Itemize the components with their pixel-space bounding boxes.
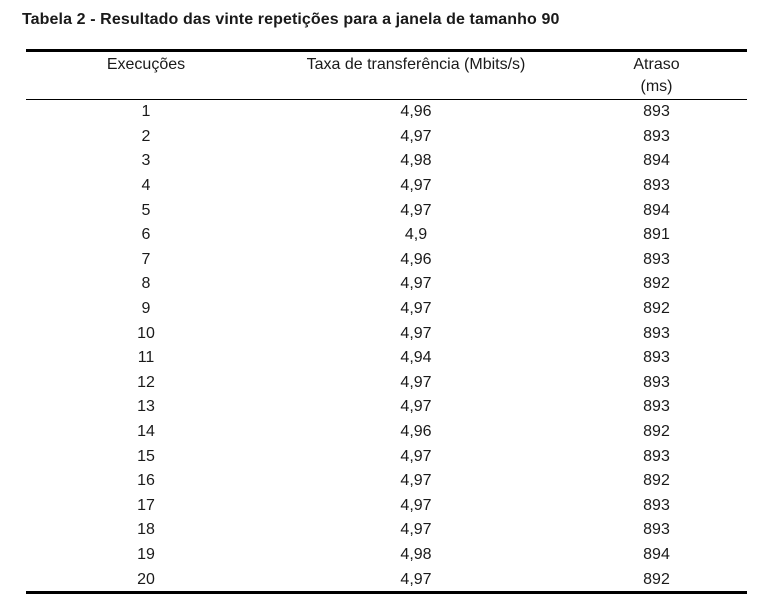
cell-taxa: 4,98 (400, 152, 432, 170)
cell-atraso: 893 (643, 398, 670, 416)
cell-atraso: 894 (643, 545, 670, 563)
cell-execucao: 11 (137, 349, 155, 367)
cell-execucao: 3 (141, 152, 151, 170)
table-row: 19 4,98 894 (26, 543, 747, 568)
table-row: 16 4,97 892 (26, 469, 747, 494)
cell-taxa: 4,97 (400, 570, 432, 588)
cell-taxa: 4,97 (400, 177, 432, 195)
cell-atraso: 892 (643, 472, 670, 490)
table-row: 4 4,97 893 (26, 174, 747, 199)
table-row: 18 4,97 893 (26, 518, 747, 543)
table-bottom-rule (26, 591, 747, 594)
cell-atraso: 893 (643, 324, 670, 342)
cell-execucao: 8 (141, 275, 151, 293)
table-top-rule (26, 49, 747, 52)
cell-taxa: 4,97 (400, 521, 432, 539)
cell-execucao: 10 (137, 324, 155, 342)
table-row: 2 4,97 893 (26, 125, 747, 150)
cell-execucao: 4 (141, 177, 151, 195)
cell-atraso: 893 (643, 521, 670, 539)
cell-execucao: 7 (141, 250, 151, 268)
cell-execucao: 6 (141, 226, 151, 244)
cell-taxa: 4,97 (400, 398, 432, 416)
cell-execucao: 18 (137, 521, 155, 539)
cell-atraso: 893 (643, 103, 670, 121)
cell-taxa: 4,97 (400, 496, 432, 514)
cell-atraso: 894 (643, 201, 670, 219)
cell-atraso: 893 (643, 177, 670, 195)
cell-taxa: 4,97 (400, 127, 432, 145)
cell-atraso: 892 (643, 300, 670, 318)
table-row: 8 4,97 892 (26, 272, 747, 297)
cell-taxa: 4,96 (400, 423, 432, 441)
table-row: 13 4,97 893 (26, 395, 747, 420)
table-row: 17 4,97 893 (26, 494, 747, 519)
cell-taxa: 4,97 (400, 472, 432, 490)
cell-atraso: 894 (643, 152, 670, 170)
cell-execucao: 16 (137, 472, 155, 490)
cell-execucao: 14 (137, 423, 155, 441)
table-row: 10 4,97 893 (26, 321, 747, 346)
table-caption: Tabela 2 - Resultado das vinte repetiçõe… (22, 11, 560, 28)
header-atraso: Atraso (ms) (566, 54, 747, 98)
cell-execucao: 5 (141, 201, 151, 219)
cell-taxa: 4,98 (400, 545, 432, 563)
cell-atraso: 892 (643, 423, 670, 441)
cell-execucao: 19 (137, 545, 155, 563)
cell-execucao: 2 (141, 127, 151, 145)
table-row: 3 4,98 894 (26, 149, 747, 174)
cell-taxa: 4,96 (400, 103, 432, 121)
cell-execucao: 9 (141, 300, 151, 318)
table-row: 12 4,97 893 (26, 371, 747, 396)
table-row: 14 4,96 892 (26, 420, 747, 445)
header-atraso-line2: (ms) (640, 78, 673, 95)
cell-taxa: 4,94 (400, 349, 432, 367)
cell-taxa: 4,9 (404, 226, 428, 244)
cell-taxa: 4,97 (400, 324, 432, 342)
table-row: 15 4,97 893 (26, 444, 747, 469)
cell-atraso: 893 (643, 496, 670, 514)
cell-taxa: 4,97 (400, 300, 432, 318)
table-row: 9 4,97 892 (26, 297, 747, 322)
cell-execucao: 12 (137, 373, 155, 391)
header-taxa: Taxa de transferência (Mbits/s) (306, 56, 526, 73)
header-atraso-line1: Atraso (633, 56, 680, 73)
cell-execucao: 20 (137, 570, 155, 588)
cell-taxa: 4,97 (400, 373, 432, 391)
cell-atraso: 893 (643, 373, 670, 391)
cell-execucao: 15 (137, 447, 155, 465)
cell-atraso: 893 (643, 250, 670, 268)
table-row: 5 4,97 894 (26, 198, 747, 223)
cell-execucao: 13 (137, 398, 155, 416)
cell-atraso: 893 (643, 447, 670, 465)
cell-execucao: 1 (141, 103, 151, 121)
table-row: 1 4,96 893 (26, 100, 747, 125)
header-execucoes: Execuções (106, 56, 186, 73)
cell-execucao: 17 (137, 496, 155, 514)
cell-atraso: 893 (643, 127, 670, 145)
cell-atraso: 891 (643, 226, 670, 244)
table-header-rule (26, 99, 747, 100)
cell-taxa: 4,97 (400, 447, 432, 465)
cell-atraso: 892 (643, 275, 670, 293)
cell-taxa: 4,97 (400, 201, 432, 219)
table-row: 11 4,94 893 (26, 346, 747, 371)
table-body: 1 4,96 893 2 4,97 893 3 4,98 894 4 4,97 893 5 4,97 894… (26, 100, 747, 592)
table-row: 6 4,9 891 (26, 223, 747, 248)
cell-taxa: 4,96 (400, 250, 432, 268)
cell-atraso: 892 (643, 570, 670, 588)
table-row: 7 4,96 893 (26, 248, 747, 273)
table-row: 20 4,97 892 (26, 567, 747, 592)
cell-taxa: 4,97 (400, 275, 432, 293)
cell-atraso: 893 (643, 349, 670, 367)
